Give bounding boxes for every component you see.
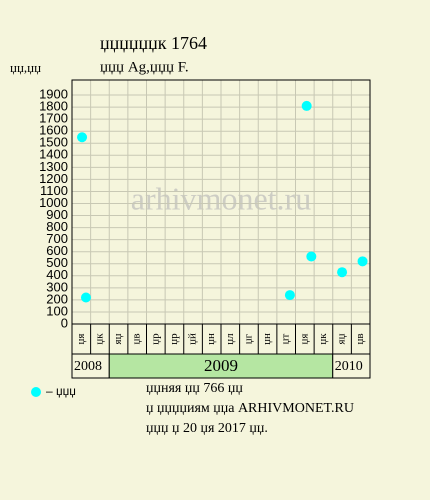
data-point <box>306 251 317 262</box>
data-point <box>357 256 368 267</box>
footer-note: џ џџџџиям џџа ARHIVMONET.RU <box>146 401 354 416</box>
year-label: 2009 <box>204 356 238 375</box>
y-tick-label: 700 <box>46 231 68 246</box>
x-tick-label: џя <box>75 334 87 345</box>
data-point <box>77 132 88 143</box>
year-band <box>108 353 334 379</box>
y-tick-label: 1600 <box>39 123 68 138</box>
y-tick-label: 1000 <box>39 195 68 210</box>
x-tick-label: яџ <box>336 333 348 344</box>
year-label: 2008 <box>74 359 102 374</box>
chart-subtitle: џџџ Ag,џџџ F. <box>100 59 189 75</box>
footer-note: џџняя џџ 766 џџ <box>146 381 243 396</box>
x-tick-label: џр <box>149 333 161 345</box>
y-tick-label: 1300 <box>39 159 68 174</box>
y-tick-label: 1400 <box>39 147 68 162</box>
y-tick-label: 100 <box>46 303 68 318</box>
x-tick-label: џв <box>131 333 143 344</box>
y-tick-label: 1500 <box>39 135 68 150</box>
legend-label: – џџџ <box>46 384 76 398</box>
y-tick-label: 500 <box>46 255 68 270</box>
x-tick-label: яџ <box>112 333 124 344</box>
x-tick-label: џв <box>354 333 366 344</box>
y-tick-label: 400 <box>46 267 68 282</box>
y-tick-label: 1100 <box>40 183 68 198</box>
year-band <box>332 353 371 379</box>
y-tick-label: 1800 <box>39 99 68 114</box>
y-tick-label: 200 <box>46 291 68 306</box>
y-tick-label: 0 <box>61 315 68 330</box>
x-tick-label: џн <box>205 333 217 345</box>
data-point <box>80 292 91 303</box>
x-tick-label: џк <box>93 333 105 345</box>
data-point <box>301 100 312 111</box>
y-tick-label: 300 <box>46 279 68 294</box>
data-point <box>337 267 348 278</box>
x-tick-label: џр <box>168 333 180 345</box>
chart-title: џџџџџџк 1764 <box>100 33 207 53</box>
legend-marker <box>31 387 41 397</box>
x-tick-label: џя <box>298 334 310 345</box>
y-tick-label: 1200 <box>39 171 68 186</box>
x-tick-label: џт <box>280 333 292 344</box>
x-tick-label: џк <box>317 333 329 345</box>
x-tick-label: џй <box>187 333 199 345</box>
year-label: 2010 <box>335 359 363 374</box>
y-tick-label: 800 <box>46 219 68 234</box>
x-tick-label: џн <box>261 333 273 345</box>
y-tick-label: 1700 <box>39 111 68 126</box>
x-tick-label: џг <box>242 333 254 344</box>
footer-note: џџџ џ 20 џя 2017 џџ. <box>146 421 268 436</box>
data-point <box>284 290 295 301</box>
y-tick-label: 600 <box>46 243 68 258</box>
y-axis-label: џџ,џџ <box>10 60 41 75</box>
y-tick-label: 900 <box>46 207 68 222</box>
x-tick-label: џл <box>224 333 236 345</box>
y-tick-label: 1900 <box>39 86 68 101</box>
